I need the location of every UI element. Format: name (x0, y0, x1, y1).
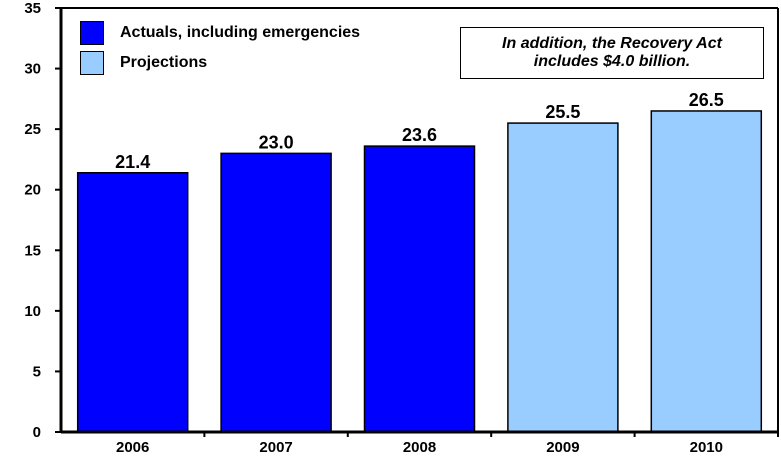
x-tick-label-2007: 2007 (259, 439, 292, 456)
x-tick-label-2006: 2006 (116, 439, 149, 456)
x-tick-label-2010: 2010 (690, 439, 723, 456)
x-axis: 2006 2007 2008 2009 2010 (61, 430, 779, 456)
bar-2008 (363, 145, 476, 433)
y-axis: 0 5 10 15 20 25 30 35 (24, 0, 779, 441)
legend: Actuals, including emergencies Projectio… (80, 18, 360, 78)
data-label-2010: 26.5 (689, 90, 724, 110)
bar-2010 (650, 110, 763, 433)
data-label-2009: 25.5 (545, 102, 580, 122)
bars-group (76, 110, 763, 433)
data-label-2006: 21.4 (115, 152, 150, 172)
annotation-line-1: In addition, the Recovery Act (502, 35, 722, 52)
y-tick-label: 25 (24, 121, 41, 138)
legend-swatch-actuals (80, 21, 104, 45)
annotation-line-2: includes $4.0 billion. (533, 53, 691, 70)
x-tick-label-2008: 2008 (403, 439, 436, 456)
y-tick-label: 20 (24, 182, 41, 199)
y-tick-label: 15 (24, 242, 41, 259)
data-labels-group: 21.4 23.0 23.6 25.5 26.5 (115, 90, 724, 172)
legend-item-projections: Projections (80, 48, 360, 78)
y-tick-label: 35 (24, 0, 41, 17)
bar-2009 (507, 122, 619, 433)
y-tick-label: 0 (33, 424, 41, 441)
recovery-act-annotation: In addition, the Recovery Act includes $… (460, 27, 764, 79)
data-label-2007: 23.0 (259, 132, 294, 152)
data-label-2008: 23.6 (402, 125, 437, 145)
y-tick-label: 5 (33, 363, 41, 380)
bar-2007 (220, 152, 332, 433)
legend-label-actuals: Actuals, including emergencies (120, 24, 361, 41)
legend-swatch-projections (80, 51, 104, 75)
y-tick-label: 10 (24, 303, 41, 320)
bar-2006 (76, 172, 189, 433)
legend-label-projections: Projections (120, 54, 208, 71)
y-tick-label: 30 (24, 61, 41, 78)
x-tick-label-2009: 2009 (546, 439, 579, 456)
legend-item-actuals: Actuals, including emergencies (80, 18, 360, 48)
